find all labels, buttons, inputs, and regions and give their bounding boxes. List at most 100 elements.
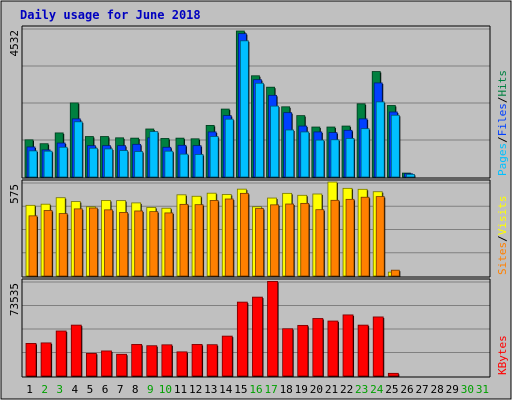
legend-item-pages: Pages: [496, 143, 509, 176]
x-tick-label-day-8: 8: [132, 383, 139, 396]
bar-sites-day-1: [28, 215, 38, 277]
bar-kbytes-day-2: [40, 342, 52, 377]
x-tick-label-day-13: 13: [204, 383, 217, 396]
x-tick-label-day-16: 16: [249, 383, 262, 396]
bar-pages-day-19: [300, 131, 310, 178]
bar-kbytes-day-16: [252, 296, 263, 377]
bar-pages-day-4: [73, 121, 83, 178]
x-tick-label-day-21: 21: [325, 383, 338, 396]
bar-pages-day-26: [406, 173, 415, 178]
bar-kbytes-day-25: [387, 372, 399, 377]
bar-sites-day-20: [315, 209, 325, 277]
bar-pages-day-17: [270, 105, 279, 178]
bar-pages-day-8: [134, 151, 144, 178]
bar-sites-day-23: [360, 196, 370, 277]
chart-panels: 4532Pages/Files/Hits575Sites/Visits73535…: [8, 25, 509, 378]
x-tick-label-day-18: 18: [280, 383, 293, 396]
x-tick-label-day-30: 30: [461, 383, 474, 396]
legend-kbytes: KBytes: [496, 335, 509, 375]
bar-pages-day-11: [179, 153, 189, 178]
y-max-label-visits-sites: 575: [8, 184, 21, 204]
bar-sites-day-4: [73, 208, 83, 277]
bar-pages-day-16: [255, 82, 264, 178]
bar-pages-day-1: [28, 150, 38, 178]
bar-sites-day-21: [330, 199, 340, 277]
x-tick-label-day-14: 14: [219, 383, 233, 396]
bar-kbytes-day-20: [312, 318, 324, 377]
bar-kbytes-day-24: [372, 316, 384, 377]
x-tick-label-day-3: 3: [56, 383, 63, 396]
x-tick-label-day-28: 28: [431, 383, 444, 396]
bar-kbytes-day-15: [236, 301, 248, 377]
x-tick-label-day-20: 20: [310, 383, 323, 396]
x-tick-label-day-25: 25: [385, 383, 398, 396]
x-tick-label-day-22: 22: [340, 383, 353, 396]
bar-sites-day-13: [209, 200, 219, 277]
bar-pages-day-22: [345, 138, 355, 178]
x-tick-label-day-27: 27: [415, 383, 428, 396]
chart-title: Daily usage for June 2018: [20, 8, 201, 22]
x-tick-label-day-17: 17: [264, 383, 277, 396]
bar-pages-day-2: [43, 150, 53, 178]
bar-pages-day-14: [224, 118, 234, 178]
bar-pages-day-15: [239, 40, 249, 178]
bar-kbytes-day-14: [221, 335, 233, 377]
bar-sites-day-16: [255, 208, 264, 277]
bar-kbytes-day-21: [327, 320, 339, 377]
bar-kbytes-day-1: [25, 343, 37, 377]
bar-sites-day-24: [375, 196, 385, 277]
x-tick-label-day-11: 11: [174, 383, 187, 396]
bar-pages-day-7: [119, 150, 128, 178]
bar-sites-day-2: [43, 210, 53, 277]
bar-pages-day-5: [88, 147, 98, 178]
bar-kbytes-day-6: [101, 350, 112, 377]
x-tick-label-day-23: 23: [355, 383, 368, 396]
legend-item-files: Files: [496, 103, 509, 136]
bar-pages-day-23: [360, 128, 370, 178]
legend-item-hits: Hits: [496, 70, 509, 97]
bar-pages-day-9: [149, 131, 159, 178]
bar-kbytes-day-7: [116, 353, 127, 377]
y-max-label-hits-files-pages: 4532: [8, 30, 21, 57]
legend-separator: /: [496, 136, 509, 143]
x-tick-label-day-10: 10: [159, 383, 172, 396]
x-axis-labels: 1 2 3 4 5 6 7 8 9 10 11 12 13 14 15 16 17 18 19 20 21 22 23 24 2…: [26, 383, 489, 396]
bar-sites-day-5: [88, 207, 98, 277]
bar-kbytes-day-3: [55, 330, 67, 377]
bar-sites-day-12: [194, 204, 204, 277]
legend-hits-files-pages: Pages/Files/Hits: [496, 70, 509, 176]
legend-item-visits: Visits: [496, 196, 509, 236]
bar-sites-day-18: [285, 203, 295, 277]
bar-pages-day-25: [390, 114, 400, 178]
bar-kbytes-day-10: [161, 344, 173, 377]
legend-visits-sites: Sites/Visits: [496, 196, 509, 276]
legend-separator: /: [496, 97, 509, 104]
x-tick-label-day-5: 5: [87, 383, 94, 396]
bar-sites-day-6: [104, 209, 113, 277]
bar-pages-day-6: [104, 148, 113, 178]
bar-pages-day-12: [194, 154, 204, 178]
bar-sites-day-7: [119, 212, 128, 277]
x-tick-label-day-15: 15: [234, 383, 247, 396]
x-tick-label-day-29: 29: [446, 383, 459, 396]
bar-sites-day-10: [164, 212, 174, 277]
bar-pages-day-3: [58, 146, 68, 178]
bar-sites-day-25: [390, 269, 400, 277]
bar-sites-day-9: [149, 211, 159, 277]
x-tick-label-day-31: 31: [476, 383, 489, 396]
bar-kbytes-day-11: [176, 351, 188, 377]
x-tick-label-day-4: 4: [72, 383, 79, 396]
bar-pages-day-13: [209, 136, 219, 178]
bar-sites-day-17: [270, 204, 279, 277]
legend-separator: /: [496, 235, 509, 242]
x-tick-label-day-7: 7: [117, 383, 124, 396]
y-max-label-kbytes: 73535: [8, 283, 21, 316]
x-tick-label-day-19: 19: [295, 383, 308, 396]
x-tick-label-day-6: 6: [102, 383, 109, 396]
bar-sites-day-22: [345, 198, 355, 277]
legend-item-sites: Sites: [496, 242, 509, 275]
bar-kbytes-day-19: [297, 324, 309, 377]
x-tick-label-day-24: 24: [370, 383, 384, 396]
bar-kbytes-day-22: [342, 314, 354, 377]
x-tick-label-day-1: 1: [26, 383, 33, 396]
